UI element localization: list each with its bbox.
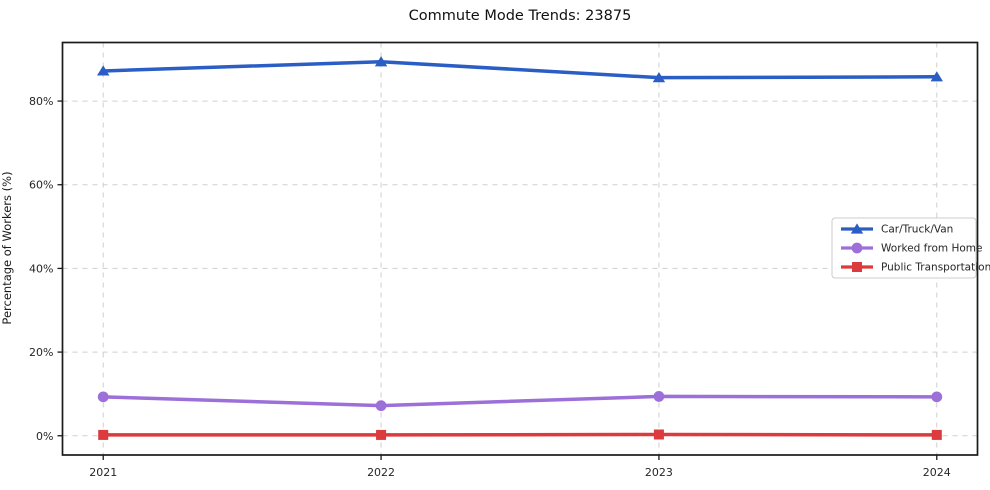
y-tick-label: 20% [29,346,53,359]
series-marker [376,429,387,440]
plot-border [61,41,979,456]
series-marker [653,429,664,440]
legend-label: Worked from Home [881,243,982,255]
legend-entry-public-transportation: Public Transportation [841,262,990,274]
legend-box [831,217,977,279]
series-marker [931,429,942,440]
series-line [101,394,939,408]
series-public-transportation [98,429,942,440]
series-marker [653,391,665,402]
y-tick-label: 60% [29,179,53,192]
legend-marker [851,242,863,254]
series-car-truck-van [97,56,943,83]
series-marker [374,56,388,67]
legend-marker [852,262,862,272]
legend-label: Public Transportation [881,262,990,274]
series-marker [652,72,666,83]
y-tick-label: 80% [29,95,53,108]
x-tick-label: 2021 [89,466,117,479]
chart-title: Commute Mode Trends: 23875 [408,8,632,24]
legend-label: Car/Truck/Van [881,224,953,236]
series-marker [98,429,109,440]
gridlines [62,42,978,455]
legend: Car/Truck/Van Worked from Home Public Tran… [831,217,990,279]
legend-marker [850,223,864,234]
series-marker [931,391,943,403]
series-marker [97,65,110,76]
x-tick-label: 2022 [367,466,395,479]
series-marker [930,71,943,82]
x-tick-label: 2024 [923,466,951,479]
series-worked-from-home [97,391,943,412]
y-tick-label: 0% [36,430,53,443]
legend-entry-worked-from-home: Worked from Home [841,243,982,255]
series-marker [375,400,387,412]
axis-ticks [57,100,938,460]
x-tick-label: 2023 [645,466,673,479]
y-axis-label: Percentage of Workers (%) [0,171,14,325]
legend-entry-car-truck-van: Car/Truck/Van [841,223,953,236]
y-tick-label: 40% [29,262,53,275]
series-marker [97,391,109,403]
series-line [101,59,939,80]
tick-labels: 0% 20% 40% 60% 80% 2021 2022 2023 2024 [29,95,951,479]
